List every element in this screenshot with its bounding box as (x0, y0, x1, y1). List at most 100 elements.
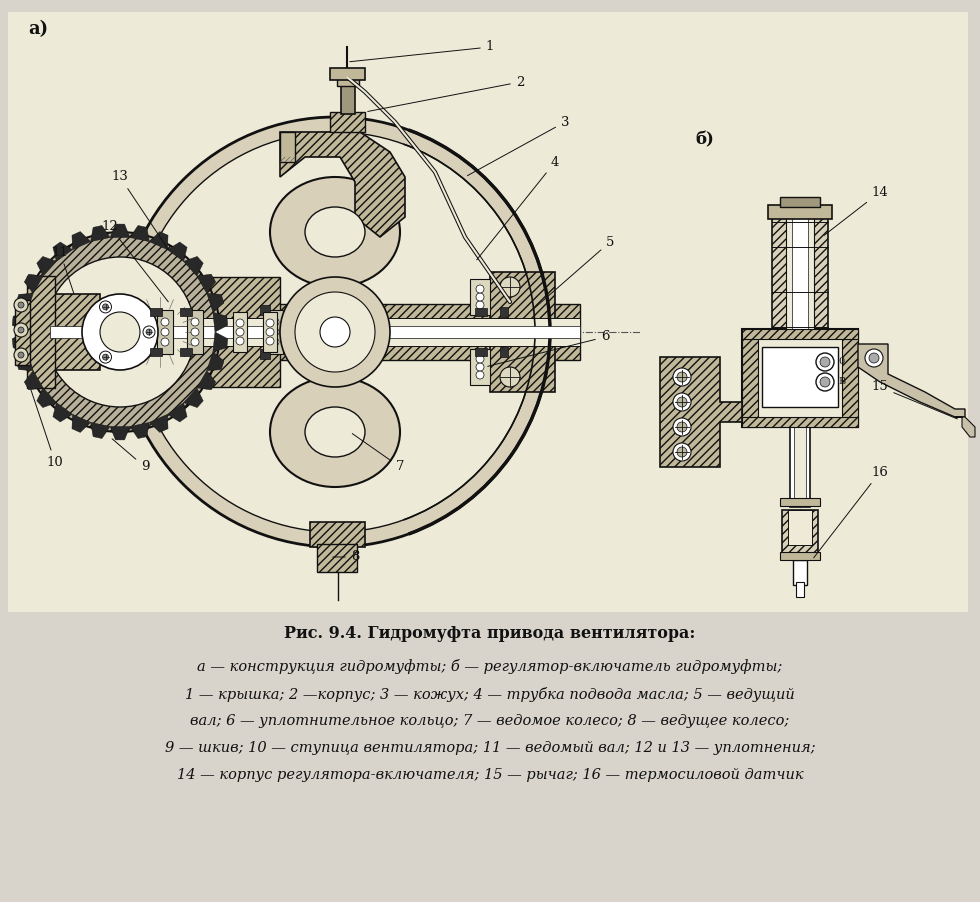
Circle shape (146, 329, 152, 335)
Circle shape (191, 328, 199, 336)
Bar (50, 326, 580, 338)
Circle shape (820, 357, 830, 367)
Bar (150, 308, 162, 316)
Circle shape (18, 352, 24, 358)
Bar (297, 310, 313, 354)
Polygon shape (53, 402, 73, 422)
Bar (792, 217, 808, 332)
Circle shape (476, 371, 484, 379)
Bar (8, 12, 968, 612)
Ellipse shape (270, 177, 400, 287)
Polygon shape (149, 232, 168, 250)
Bar (780, 498, 820, 506)
Circle shape (161, 328, 169, 336)
Bar (330, 68, 365, 80)
Circle shape (476, 355, 484, 363)
Circle shape (103, 304, 109, 310)
Text: 7: 7 (352, 434, 405, 474)
Polygon shape (37, 256, 57, 276)
Bar (50, 304, 580, 360)
Circle shape (280, 277, 390, 387)
Polygon shape (72, 232, 90, 250)
Polygon shape (207, 352, 224, 371)
Text: а): а) (28, 20, 48, 38)
Bar (470, 279, 490, 315)
Circle shape (301, 328, 309, 336)
Circle shape (266, 328, 274, 336)
Bar (317, 544, 357, 572)
Bar (260, 305, 270, 315)
Bar (750, 334, 850, 422)
Bar (260, 349, 270, 359)
Circle shape (45, 257, 195, 407)
Circle shape (673, 393, 691, 411)
Text: 13: 13 (112, 170, 169, 250)
Bar (180, 308, 192, 316)
Bar (490, 272, 555, 392)
Bar (50, 318, 580, 346)
Polygon shape (207, 293, 224, 312)
Polygon shape (168, 242, 187, 262)
Circle shape (820, 377, 830, 387)
Circle shape (103, 354, 109, 360)
Polygon shape (24, 371, 43, 390)
Polygon shape (213, 312, 227, 332)
Circle shape (14, 298, 28, 312)
Polygon shape (197, 274, 216, 293)
Text: б): б) (695, 131, 713, 148)
Bar (742, 329, 858, 427)
Circle shape (271, 318, 279, 326)
Bar (670, 222, 965, 562)
Circle shape (18, 327, 24, 333)
Circle shape (191, 318, 199, 326)
Text: 16: 16 (813, 465, 889, 557)
Polygon shape (110, 427, 130, 440)
Bar (341, 86, 355, 114)
Circle shape (673, 418, 691, 436)
Bar (233, 312, 247, 352)
Bar (157, 310, 173, 354)
Circle shape (271, 338, 279, 346)
Bar (15, 300, 30, 365)
Polygon shape (130, 422, 149, 438)
Bar (55, 294, 100, 370)
Bar (790, 427, 810, 507)
Circle shape (236, 337, 244, 345)
Text: 3: 3 (467, 115, 569, 176)
Polygon shape (858, 344, 965, 417)
Bar (150, 348, 162, 356)
Circle shape (476, 363, 484, 371)
Bar (772, 217, 828, 332)
Polygon shape (149, 414, 168, 432)
Bar (768, 205, 832, 219)
Polygon shape (16, 293, 33, 312)
Polygon shape (90, 422, 110, 438)
Polygon shape (183, 388, 203, 408)
Circle shape (191, 338, 199, 346)
Text: 9 — шкив; 10 — ступица вентилятора; 11 — ведомый вал; 12 и 13 — уплотнения;: 9 — шкив; 10 — ступица вентилятора; 11 —… (165, 741, 815, 755)
Polygon shape (37, 388, 57, 408)
Circle shape (161, 338, 169, 346)
Circle shape (500, 277, 520, 297)
Text: 14: 14 (824, 186, 889, 235)
Bar (782, 510, 818, 560)
Circle shape (161, 318, 169, 326)
Polygon shape (280, 132, 405, 237)
Bar (796, 582, 804, 597)
Circle shape (271, 328, 279, 336)
Bar (267, 310, 283, 354)
Circle shape (816, 373, 834, 391)
Circle shape (236, 319, 244, 327)
Text: 9: 9 (112, 438, 149, 474)
Polygon shape (213, 332, 227, 352)
Bar (500, 307, 508, 317)
Circle shape (82, 294, 158, 370)
Polygon shape (53, 242, 73, 262)
Bar (788, 510, 812, 545)
Bar (280, 132, 295, 162)
Circle shape (320, 317, 350, 347)
Polygon shape (72, 414, 90, 432)
Bar (190, 277, 280, 387)
Text: 12: 12 (102, 220, 169, 302)
Circle shape (266, 337, 274, 345)
